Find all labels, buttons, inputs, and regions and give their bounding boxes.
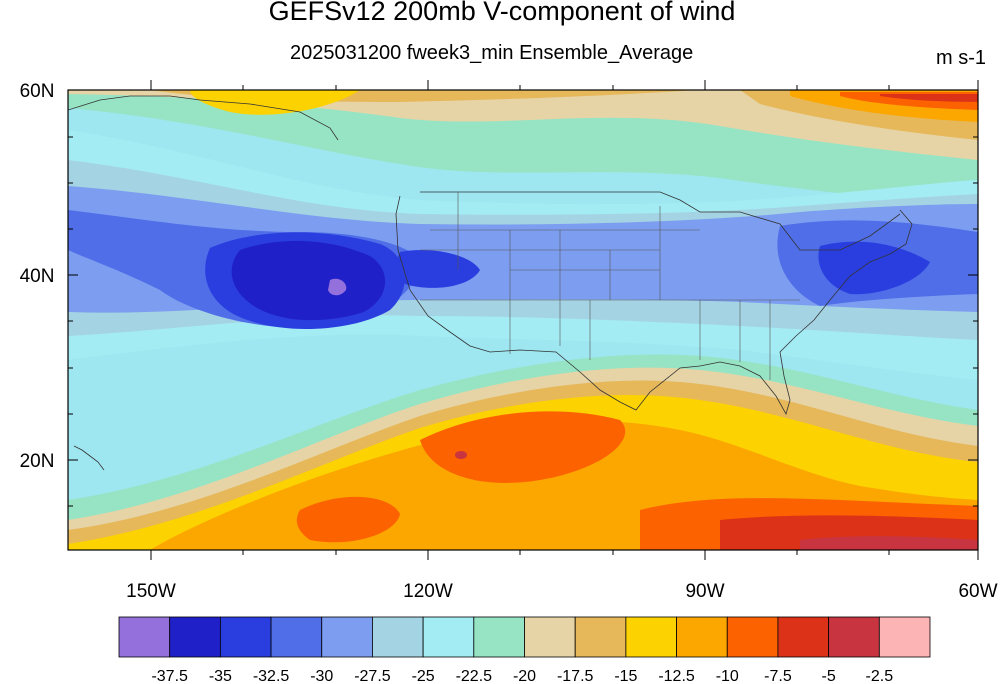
colorbar-label: -10 (716, 668, 739, 684)
us-canada-border (420, 191, 901, 251)
lon-ticks (150, 80, 979, 560)
chart-subtitle: 2025031200 fweek3_min Ensemble_Average (290, 42, 694, 64)
band-minus-37-5-core (328, 278, 347, 296)
band-minus-5-ne (880, 94, 978, 102)
colorbar-label: -15 (614, 668, 637, 684)
lat-label-20n: 20N (20, 451, 55, 472)
colorbar-swatch (777, 616, 830, 658)
band-minus-2-5-south (800, 536, 978, 550)
colorbar-swatch (524, 616, 576, 658)
colorbar-label: -2.5 (866, 668, 894, 684)
lat-label-40n: 40N (20, 266, 55, 287)
colorbar-swatch (878, 616, 931, 658)
colorbar-label: -7.5 (764, 668, 792, 684)
band-minus-5-spot (455, 451, 467, 459)
colorbar-swatch (118, 616, 171, 658)
colorbar-label: -20 (513, 668, 536, 684)
lon-label-120w: 120W (403, 581, 453, 602)
map-frame (67, 89, 979, 551)
band-minus-32-5-east (818, 241, 930, 295)
lon-label-150w: 150W (126, 581, 176, 602)
colorbar-label: -25 (412, 668, 435, 684)
units-label: m s-1 (936, 47, 986, 69)
colorbar-swatch (574, 616, 627, 658)
colorbar-swatch (321, 616, 373, 658)
band-minus-7-5-pacific (296, 496, 400, 543)
colorbar: -37.5 -35 -32.5 -30 -27.5 -25 -22.5 -20 -17.5 -15… (118, 616, 931, 684)
colorbar-label: -30 (310, 668, 333, 684)
band-minus-32-5-central (396, 250, 480, 288)
colorbar-label: -5 (822, 668, 836, 684)
colorbar-label: -22.5 (456, 668, 493, 684)
lat-ticks (68, 89, 978, 507)
colorbar-label: -35 (209, 668, 232, 684)
colorbar-swatch (473, 616, 525, 658)
us-coastline (395, 195, 913, 416)
colorbar-label: -27.5 (354, 668, 391, 684)
wind-field (68, 90, 978, 550)
band-minus-17-5-north (68, 90, 978, 160)
colorbar-swatch (219, 616, 272, 658)
chart-title: GEFSv12 200mb V-component of wind (268, 0, 736, 26)
colorbar-swatch (625, 616, 677, 658)
state-borders (420, 192, 800, 380)
band-minus-35-west (231, 240, 386, 321)
colorbar-swatch (270, 616, 323, 658)
band-minus-7-5-gulf (420, 411, 626, 483)
colorbar-label: -37.5 (151, 668, 188, 684)
colorbar-label: -17.5 (557, 668, 594, 684)
band-minus-12-5-north (190, 90, 360, 115)
lat-label-60n: 60N (20, 81, 55, 102)
lon-label-90w: 90W (685, 581, 724, 602)
colorbar-swatch (726, 616, 779, 658)
hawaii-islands (73, 445, 105, 471)
colorbar-label: -32.5 (253, 668, 290, 684)
colorbar-swatch (676, 616, 728, 658)
alaska-coast (68, 95, 339, 141)
lon-label-60w: 60W (958, 581, 997, 602)
coastlines (68, 95, 913, 471)
colorbar-swatch (169, 616, 221, 658)
colorbar-label: -12.5 (658, 668, 695, 684)
colorbar-swatch (828, 616, 880, 658)
colorbar-swatch (372, 616, 424, 658)
colorbar-swatch (422, 616, 475, 658)
